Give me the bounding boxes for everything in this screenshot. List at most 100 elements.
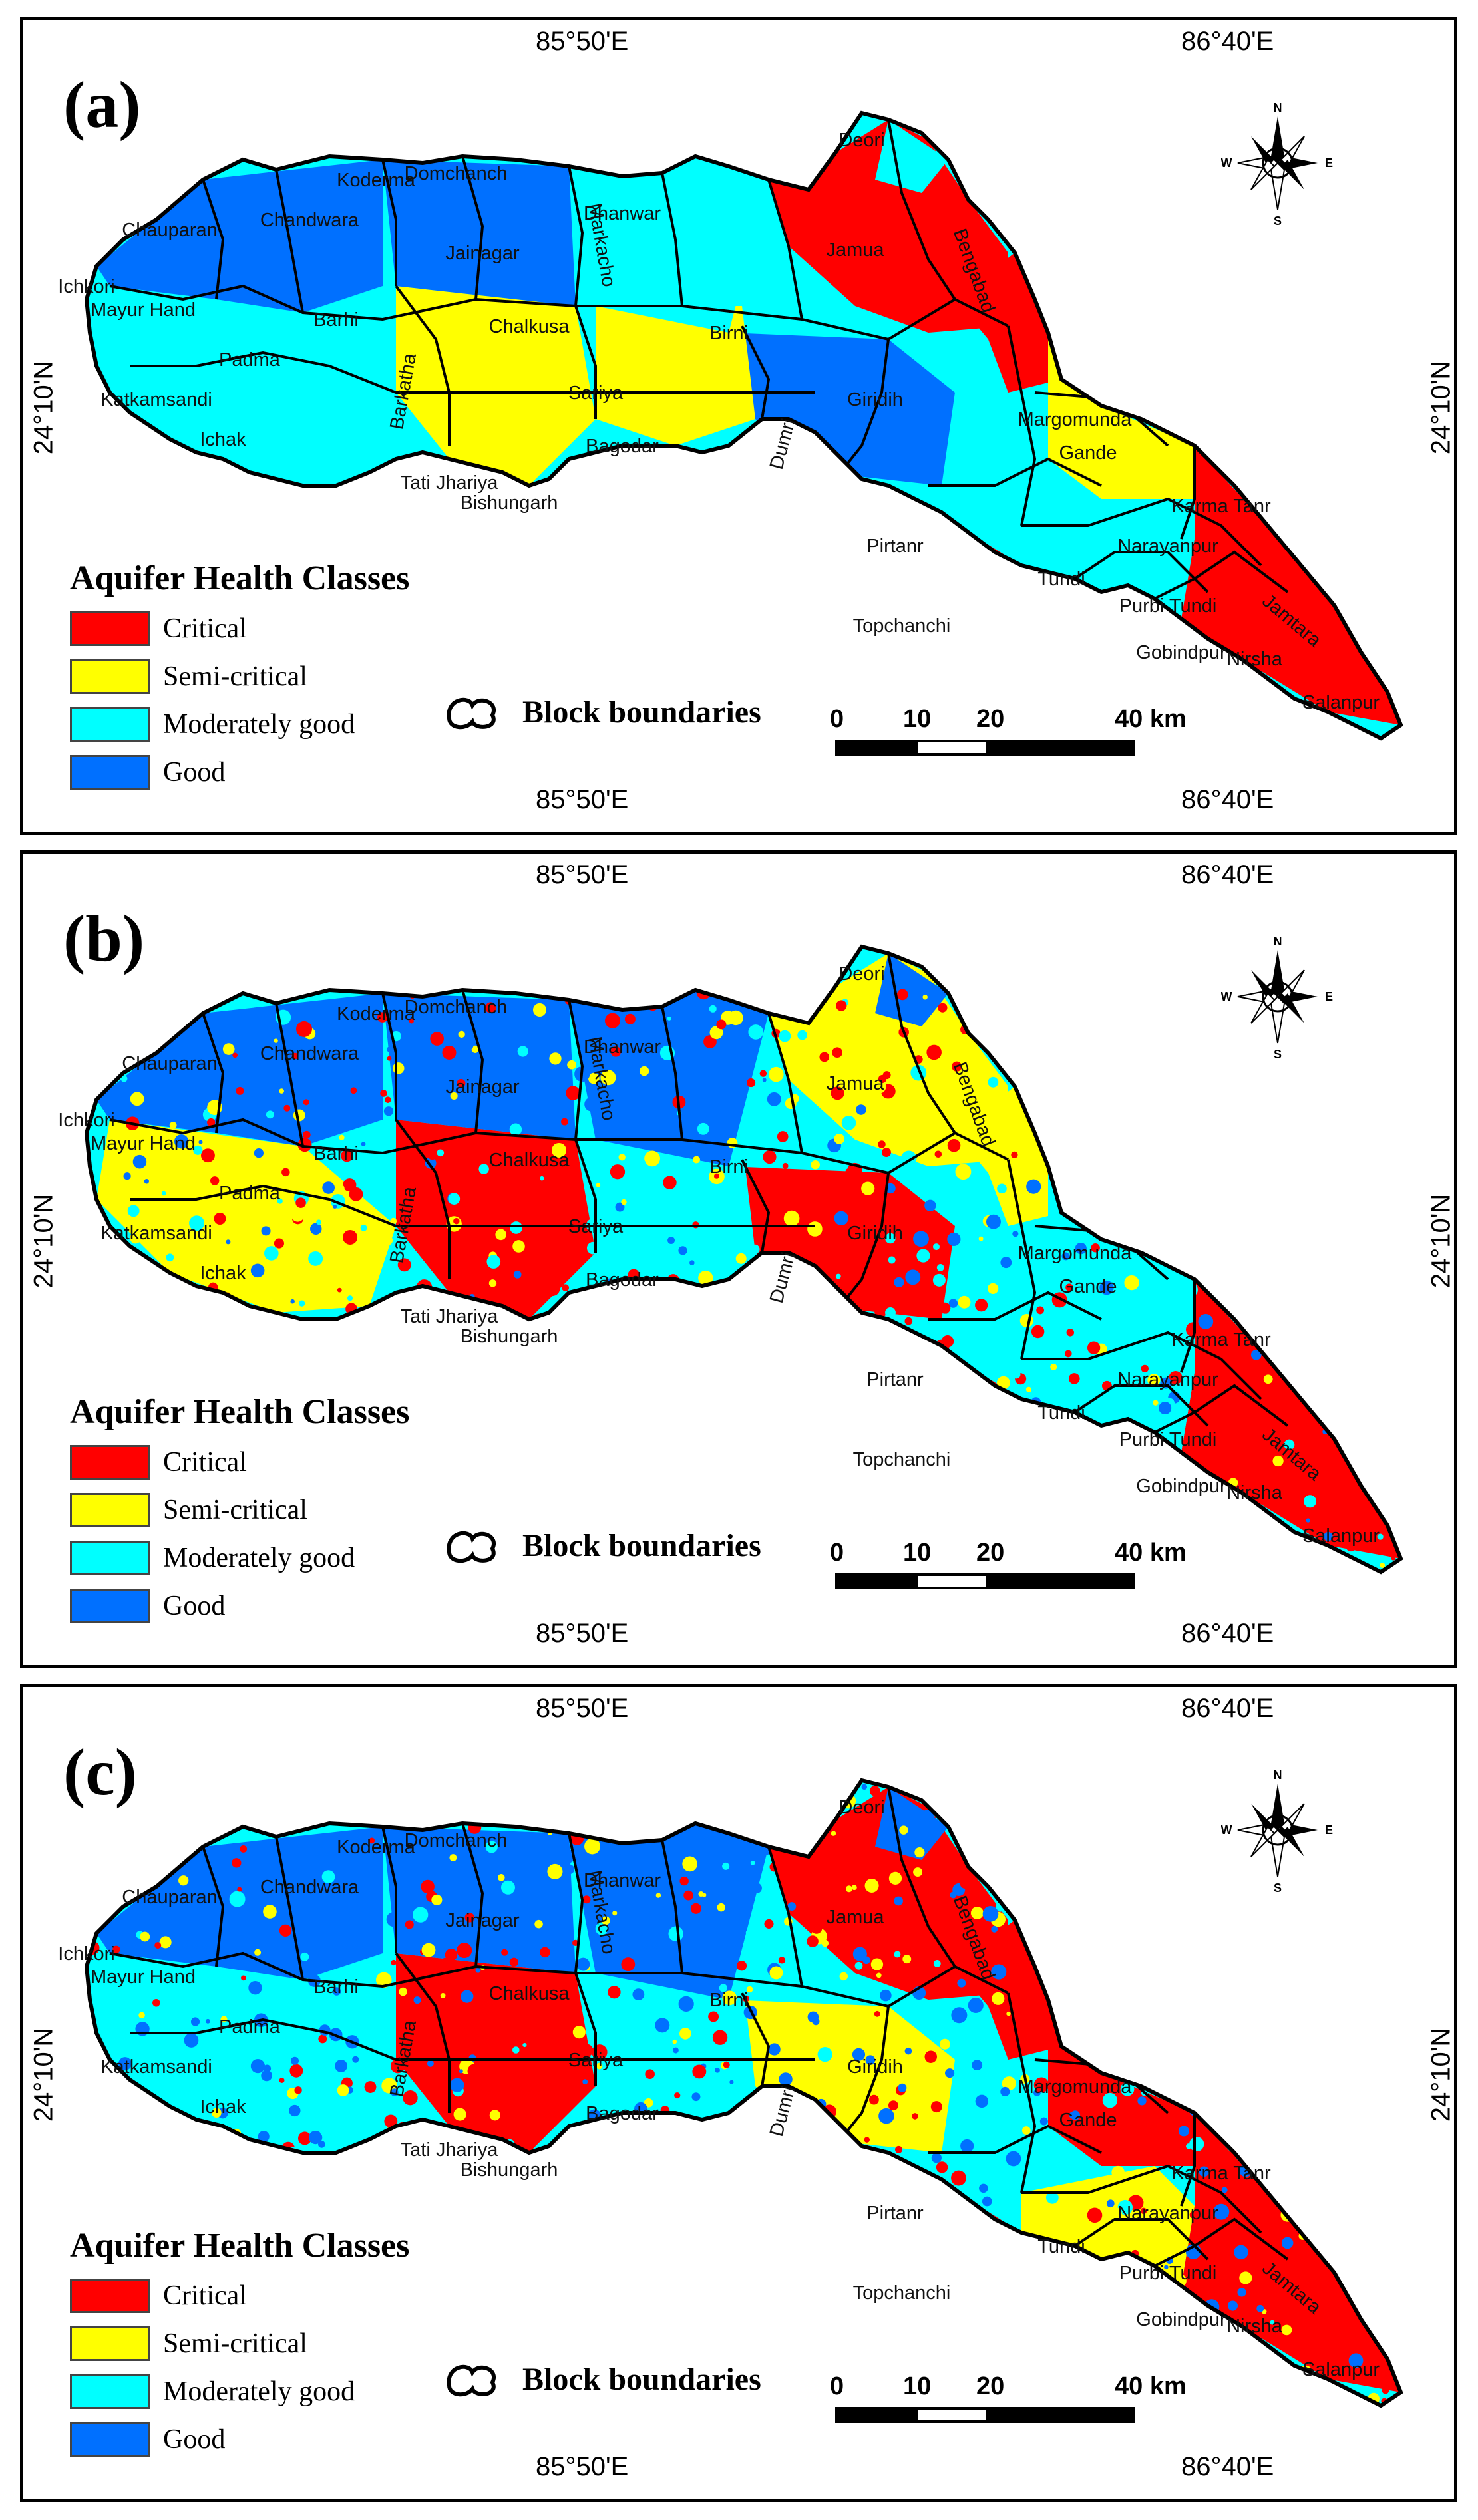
raster-speckle xyxy=(764,1919,774,1929)
raster-speckle xyxy=(295,1021,312,1037)
raster-speckle xyxy=(610,2321,624,2334)
raster-speckle xyxy=(309,1943,321,1955)
raster-speckle xyxy=(501,1486,512,1497)
raster-speckle xyxy=(776,2273,782,2279)
raster-speckle xyxy=(326,2199,337,2209)
raster-speckle xyxy=(825,1484,834,1495)
raster-speckle xyxy=(968,1935,975,1943)
raster-speckle xyxy=(1389,1443,1401,1456)
legend-label: Good xyxy=(163,757,226,788)
raster-speckle xyxy=(824,2280,832,2288)
raster-speckle xyxy=(316,1219,322,1225)
raster-speckle xyxy=(719,1984,727,1992)
raster-speckle xyxy=(1360,1090,1365,1096)
raster-speckle xyxy=(120,1276,127,1283)
block-label: Koderma xyxy=(337,1837,416,1858)
raster-speckle xyxy=(984,2340,992,2348)
raster-speckle xyxy=(795,1529,803,1536)
raster-speckle xyxy=(592,2406,596,2411)
raster-speckle xyxy=(538,1810,550,1822)
scale-tick-label: 0 xyxy=(830,2372,844,2400)
raster-speckle xyxy=(147,2202,157,2211)
raster-speckle xyxy=(1389,2352,1398,2362)
raster-speckle xyxy=(1150,2358,1158,2366)
raster-speckle xyxy=(847,2271,857,2281)
raster-speckle xyxy=(512,2277,518,2283)
raster-speckle xyxy=(811,1922,823,1934)
block-boundary xyxy=(928,2124,1102,2154)
raster-speckle xyxy=(1258,1071,1264,1078)
raster-speckle xyxy=(469,1386,479,1396)
raster-speckle xyxy=(210,1176,220,1185)
block-label: Bagodar xyxy=(586,2103,659,2124)
raster-speckle xyxy=(1222,2132,1228,2137)
raster-speckle xyxy=(510,1512,520,1521)
block-boundary xyxy=(1073,1384,1209,1427)
block-boundary xyxy=(887,953,956,1134)
raster-speckle xyxy=(240,1235,252,1247)
compass-rose-icon: N S W E xyxy=(1221,1768,1334,1895)
raster-speckle xyxy=(589,2127,594,2132)
aquifer-class-region xyxy=(96,286,396,479)
raster-speckle xyxy=(968,1997,984,2014)
raster-speckle xyxy=(484,1090,495,1102)
raster-speckle xyxy=(1374,1078,1385,1090)
raster-speckle xyxy=(874,2010,880,2017)
raster-speckle xyxy=(1029,991,1037,999)
raster-speckle xyxy=(958,2341,966,2349)
raster-speckle xyxy=(152,1998,160,2007)
raster-speckle xyxy=(1039,2117,1048,2126)
raster-speckle xyxy=(166,1032,172,1038)
raster-speckle xyxy=(1355,2028,1362,2035)
raster-speckle xyxy=(123,1172,131,1180)
raster-speckle xyxy=(1318,1199,1327,1208)
raster-speckle xyxy=(655,2123,667,2135)
raster-speckle xyxy=(198,1140,203,1144)
raster-speckle xyxy=(575,2251,582,2257)
aquifer-class-region xyxy=(1048,333,1195,499)
raster-speckle xyxy=(785,2241,801,2257)
raster-speckle xyxy=(582,1310,594,1322)
raster-speckle xyxy=(569,1209,577,1217)
raster-speckle xyxy=(939,2038,950,2050)
raster-speckle xyxy=(506,2180,512,2186)
raster-speckle xyxy=(1204,1274,1212,1281)
raster-speckle xyxy=(471,1045,479,1053)
raster-speckle xyxy=(230,1781,242,1793)
raster-speckle xyxy=(902,1955,912,1964)
block-label: Dhanwar xyxy=(584,1870,661,1891)
raster-speckle xyxy=(688,1825,701,1837)
raster-speckle xyxy=(1365,1353,1374,1363)
raster-speckle xyxy=(781,2161,792,2171)
raster-speckle xyxy=(1254,1544,1270,1559)
raster-speckle xyxy=(1181,2013,1197,2029)
raster-speckle xyxy=(1065,1883,1075,1893)
legend-label: Semi-critical xyxy=(163,1495,307,1525)
raster-speckle xyxy=(1226,1150,1233,1158)
raster-speckle xyxy=(250,1263,265,1278)
raster-speckle xyxy=(105,1881,116,1893)
raster-speckle xyxy=(573,1015,584,1026)
raster-speckle xyxy=(472,1279,488,1295)
raster-speckle xyxy=(765,2014,780,2030)
raster-speckle xyxy=(578,1788,584,1793)
aquifer-class-region xyxy=(1021,1333,1195,1452)
raster-speckle xyxy=(1006,1443,1016,1453)
raster-speckle xyxy=(262,1353,277,1368)
raster-speckle xyxy=(159,1936,172,1949)
raster-speckle xyxy=(764,1323,771,1331)
raster-speckle xyxy=(894,1896,903,1906)
raster-speckle xyxy=(1075,1242,1087,1255)
legend-item: Good xyxy=(70,748,409,796)
raster-speckle xyxy=(850,2157,862,2169)
raster-speckle xyxy=(407,1930,418,1941)
raster-speckle xyxy=(807,1221,823,1237)
raster-speckle xyxy=(1374,1439,1387,1452)
raster-speckle xyxy=(620,1227,626,1232)
raster-speckle xyxy=(1117,2199,1133,2215)
raster-speckle xyxy=(1276,2100,1289,2112)
raster-speckle xyxy=(323,1076,330,1083)
raster-speckle xyxy=(206,991,211,997)
raster-speckle xyxy=(709,1005,717,1013)
raster-speckle xyxy=(1297,1935,1304,1942)
